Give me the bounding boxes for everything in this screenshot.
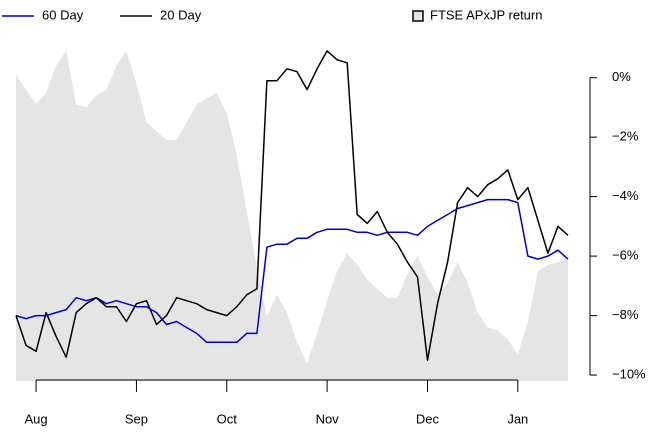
legend-label: 60 Day (42, 7, 84, 22)
y-tick-label: −6% (612, 248, 639, 263)
x-tick-label: Jan (507, 411, 528, 426)
x-tick-label: Nov (316, 411, 340, 426)
y-tick-label: −8% (612, 307, 639, 322)
legend-label: 20 Day (160, 7, 202, 22)
line (15, 198, 569, 344)
y-tick-label: −4% (612, 188, 639, 203)
x-tick-label: Dec (416, 411, 440, 426)
x-tick-label: Oct (217, 411, 238, 426)
area (16, 50, 568, 382)
x-tick-label: Aug (25, 411, 48, 426)
x-tick-label: Sep (125, 411, 148, 426)
legend-label: FTSE APxJP return (430, 7, 542, 22)
y-tick-label: 0% (612, 69, 631, 84)
y-tick-label: −2% (612, 129, 639, 144)
y-tick-label: −10% (612, 366, 646, 381)
legend-swatch (412, 10, 424, 22)
line (15, 50, 569, 361)
